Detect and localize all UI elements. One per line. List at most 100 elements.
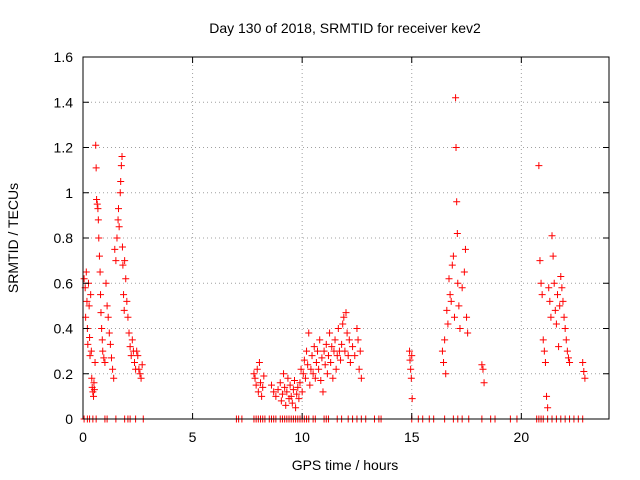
data-point [298,388,306,396]
y-axis-ticks: 0 0.2 0.4 0.6 0.8 1 1.2 1.4 1.6 [54,49,609,427]
data-point [341,347,349,355]
data-point [453,229,461,237]
data-point [290,377,298,385]
data-point [115,223,123,231]
data-point [255,358,263,366]
data-point [299,370,307,378]
data-point [581,374,589,382]
data-point [310,343,318,351]
data-point [293,390,301,398]
data-point [463,313,471,321]
data-point [536,257,544,265]
y-tick-label: 0.6 [54,275,74,291]
data-point [86,334,94,342]
data-point [327,358,335,366]
data-point [320,347,328,355]
data-point [563,347,571,355]
data-point [133,347,141,355]
data-point [95,234,103,242]
data-point [303,347,311,355]
data-point [97,291,105,299]
data-point [260,372,268,380]
data-point [551,306,559,314]
data-point [283,388,291,396]
data-point [480,379,488,387]
data-point [539,336,547,344]
data-point [294,383,302,391]
data-point [274,386,282,394]
x-axis-ticks: 0 5 10 15 20 [79,57,529,445]
data-points [80,94,589,412]
data-point [345,336,353,344]
data-point [323,370,331,378]
x-tick-label: 10 [294,429,310,445]
data-point [92,164,100,172]
data-point [549,252,557,260]
data-point [333,352,341,360]
data-point [278,390,286,398]
y-tick-label: 0 [65,411,73,427]
data-point [331,336,339,344]
data-point [102,279,110,287]
data-point [119,261,127,269]
data-point [106,340,114,348]
data-point [281,383,289,391]
data-point [407,365,415,373]
data-point [564,354,572,362]
data-point [85,302,93,310]
data-point [120,306,128,314]
data-point [254,388,262,396]
data-point [557,272,565,280]
data-point [311,374,319,382]
data-point [99,347,107,355]
data-point [276,379,284,387]
data-point [357,374,365,382]
data-point [288,399,296,407]
data-point [118,243,126,251]
data-point [566,358,574,366]
data-point [296,379,304,387]
data-point [540,347,548,355]
data-point [550,279,558,287]
data-point [316,336,324,344]
data-point [355,365,363,373]
data-point [447,297,455,305]
data-point [408,352,416,360]
data-point [339,320,347,328]
data-point [112,257,120,265]
data-point [251,374,259,382]
data-point [92,141,100,149]
data-point [456,325,464,332]
data-point [444,320,452,328]
y-tick-label: 1.2 [54,140,74,156]
data-point [555,343,563,351]
data-point [87,347,95,355]
data-point [128,336,136,344]
y-tick-label: 0.2 [54,366,74,382]
data-point [406,356,414,364]
data-point [407,374,415,382]
data-point [317,377,325,385]
data-point [121,257,129,265]
data-point [535,162,543,170]
data-point [353,325,361,332]
data-point [315,365,323,373]
data-point [306,381,314,389]
data-point [104,313,112,321]
data-point [93,196,101,204]
grid-lines [83,57,609,419]
data-point [114,216,122,224]
data-point [134,352,142,360]
data-point [259,383,267,391]
data-point [442,370,450,378]
data-point [479,365,487,373]
data-point [438,347,446,355]
data-point [103,302,111,310]
data-point [118,153,126,161]
data-point [337,356,345,364]
data-point [94,205,102,213]
data-point [346,358,354,366]
data-point [257,379,265,387]
data-point [90,379,98,387]
